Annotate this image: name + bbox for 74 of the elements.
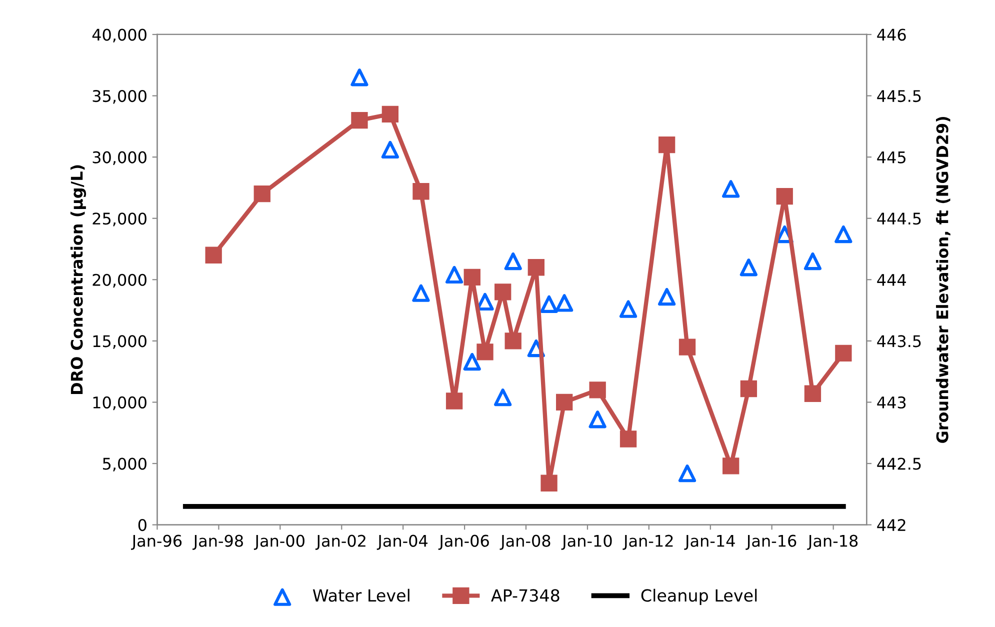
point bbox=[254, 186, 270, 202]
point bbox=[740, 380, 758, 398]
point bbox=[412, 284, 430, 302]
y-tick-label: 0 bbox=[138, 519, 146, 532]
point bbox=[463, 352, 481, 371]
y2-tick-label: 443.5 bbox=[877, 335, 921, 348]
point bbox=[619, 300, 638, 318]
y-tick-label: 15,000 bbox=[93, 335, 146, 349]
point bbox=[722, 458, 740, 474]
point bbox=[740, 258, 758, 276]
point bbox=[588, 410, 606, 428]
point bbox=[556, 394, 573, 411]
x-tick-label: Jan-96 bbox=[131, 534, 182, 550]
y-tick-label: 5,000 bbox=[102, 458, 146, 472]
point bbox=[205, 246, 222, 264]
x-tick-label: Jan-16 bbox=[746, 534, 796, 550]
point bbox=[835, 344, 852, 362]
y2-tick-label: 445.5 bbox=[877, 90, 921, 102]
point bbox=[556, 294, 574, 312]
point bbox=[804, 252, 822, 270]
point bbox=[412, 183, 430, 200]
legend-label: AP-7348 bbox=[491, 589, 560, 602]
point bbox=[540, 474, 558, 492]
x-tick-label: Jan-14 bbox=[684, 535, 735, 550]
x-tick-label: Jan-04 bbox=[376, 534, 428, 550]
x-tick-label: Jan-12 bbox=[622, 534, 673, 550]
y-tick-label: 30,000 bbox=[92, 151, 146, 165]
point bbox=[589, 382, 606, 398]
point bbox=[658, 136, 676, 154]
y-tick-label: 20,000 bbox=[92, 274, 146, 288]
point bbox=[620, 430, 637, 448]
point bbox=[351, 112, 368, 129]
y-axis-title: DRO Concentration (µg/L) bbox=[70, 165, 86, 394]
point bbox=[540, 295, 558, 313]
point bbox=[476, 344, 494, 360]
x-tick-label: Jan-08 bbox=[500, 534, 550, 550]
y-tick-label: 40,000 bbox=[92, 28, 146, 42]
y2-tick-label: 442.5 bbox=[877, 458, 921, 470]
point bbox=[494, 284, 512, 300]
y2-tick-label: 446 bbox=[877, 28, 906, 41]
y2-tick-label: 442 bbox=[877, 519, 906, 531]
point bbox=[381, 140, 399, 159]
point bbox=[776, 188, 793, 205]
y2-tick-label: 445 bbox=[877, 151, 906, 164]
y2-tick-label: 443 bbox=[877, 396, 906, 409]
y2-tick-label: 444.5 bbox=[877, 212, 921, 225]
point bbox=[464, 268, 480, 286]
point bbox=[445, 266, 464, 284]
x-tick-label: Jan-10 bbox=[561, 534, 612, 550]
y-tick-label: 35,000 bbox=[92, 90, 146, 104]
legend-label: Cleanup Level bbox=[641, 588, 757, 605]
point bbox=[528, 259, 544, 276]
point bbox=[504, 332, 522, 350]
point bbox=[722, 180, 740, 198]
point bbox=[504, 252, 522, 270]
point bbox=[678, 338, 696, 356]
legend-label: Water Level bbox=[312, 588, 410, 602]
x-tick-label: Jan-00 bbox=[254, 534, 304, 550]
point bbox=[446, 392, 463, 410]
point bbox=[834, 225, 852, 244]
point bbox=[494, 388, 512, 406]
point bbox=[382, 106, 399, 122]
point bbox=[350, 68, 368, 86]
y-tick-label: 10,000 bbox=[93, 396, 146, 410]
y2-axis-title: Groundwater Elevation, ft (NGVD29) bbox=[936, 116, 950, 443]
x-tick-label: Jan-98 bbox=[192, 534, 243, 550]
x-tick-label: Jan-06 bbox=[438, 534, 489, 550]
point bbox=[804, 385, 822, 402]
x-tick-label: Jan-02 bbox=[315, 534, 366, 550]
y-tick-label: 25,000 bbox=[92, 212, 146, 226]
point bbox=[678, 464, 696, 482]
point bbox=[658, 288, 676, 306]
y2-tick-label: 444 bbox=[877, 274, 906, 286]
x-tick-label: Jan-18 bbox=[807, 534, 858, 550]
